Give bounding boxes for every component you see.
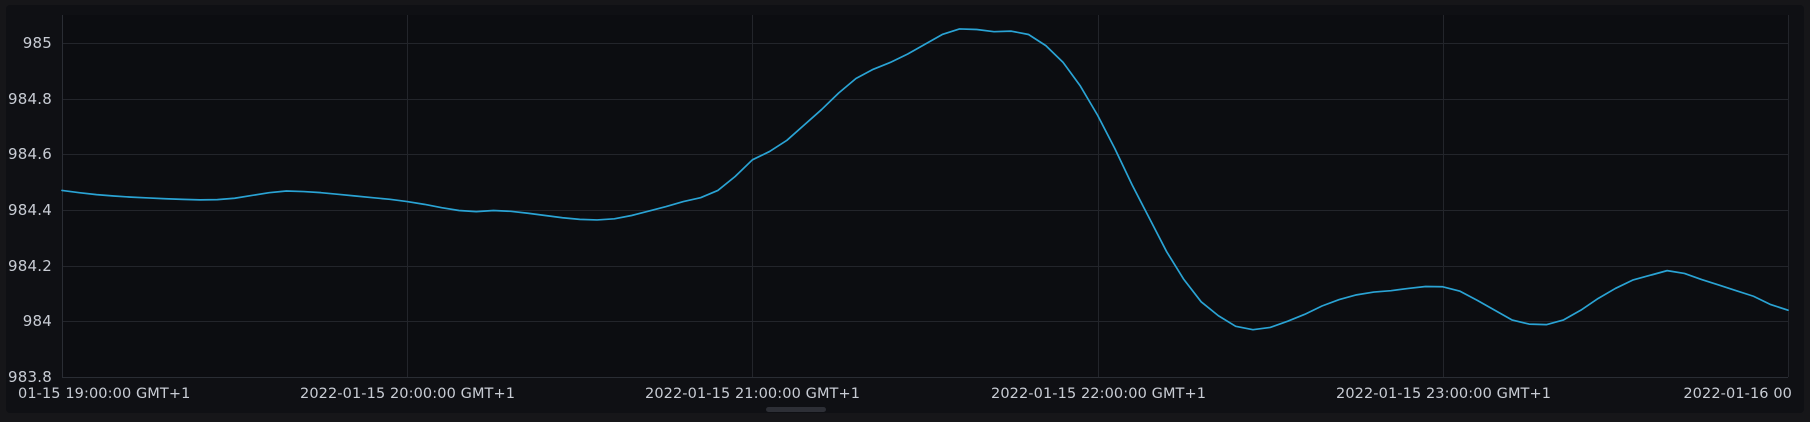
y-tick-label: 984.8 (8, 89, 52, 108)
y-tick-label: 984.4 (8, 200, 52, 219)
x-tick-label: 2022-01-16 00 (1683, 386, 1792, 402)
y-tick-label: 984 (22, 312, 52, 331)
time-series-chart[interactable]: 985 984.8 984.6 984.4 984.2 984 983.8 01-15 19… (6, 5, 1804, 413)
horizontal-scrollbar-thumb[interactable] (766, 407, 826, 412)
y-tick-label: 984.6 (8, 145, 52, 164)
x-tick-label: 2022-01-15 21:00:00 GMT+1 (645, 386, 861, 402)
x-tick-label: 01-15 19:00:00 GMT+1 (18, 386, 191, 402)
plot-svg[interactable] (6, 5, 1804, 413)
y-tick-label: 985 (22, 33, 52, 52)
y-tick-label: 983.8 (8, 368, 52, 386)
x-tick-label: 2022-01-15 20:00:00 GMT+1 (300, 386, 516, 402)
x-tick-label: 2022-01-15 22:00:00 GMT+1 (991, 386, 1207, 402)
chart-panel: 985 984.8 984.6 984.4 984.2 984 983.8 01-15 19… (6, 5, 1804, 413)
x-tick-label: 2022-01-15 23:00:00 GMT+1 (1336, 386, 1552, 402)
series-line-0 (61, 28, 1789, 331)
y-tick-label: 984.2 (8, 256, 52, 275)
plot-background (62, 15, 1788, 377)
